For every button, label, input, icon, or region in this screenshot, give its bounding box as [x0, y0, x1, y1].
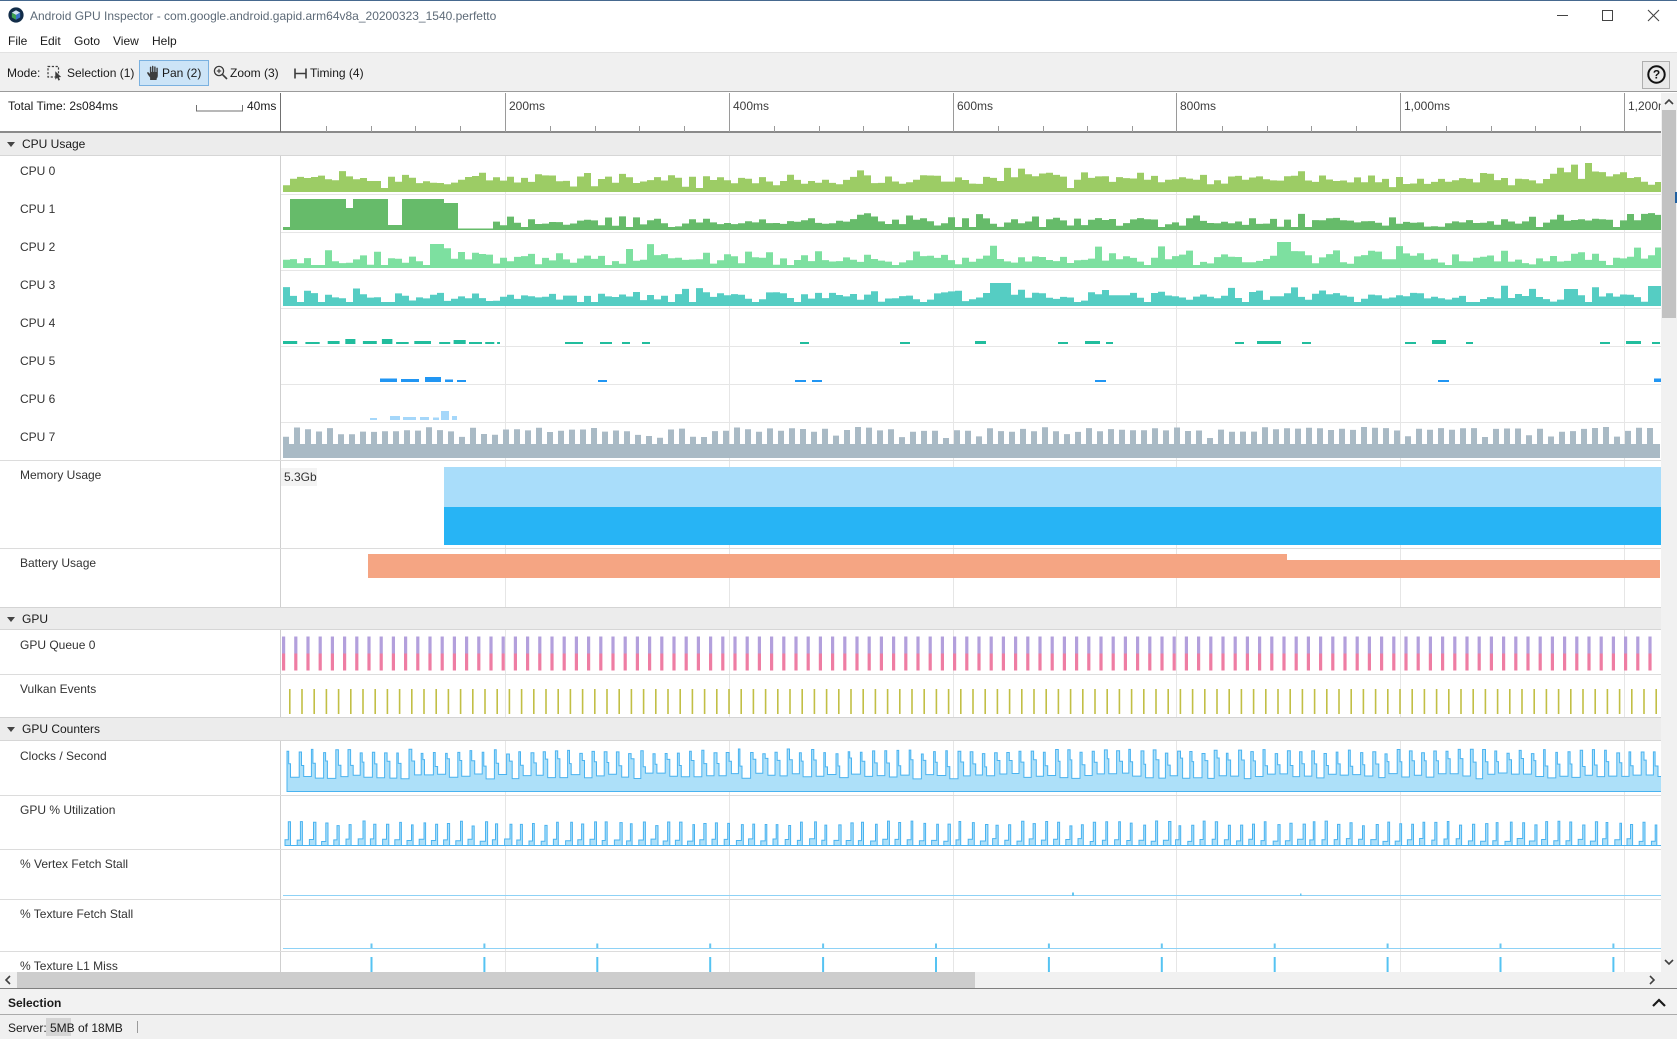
- svg-text:?: ?: [1653, 68, 1660, 82]
